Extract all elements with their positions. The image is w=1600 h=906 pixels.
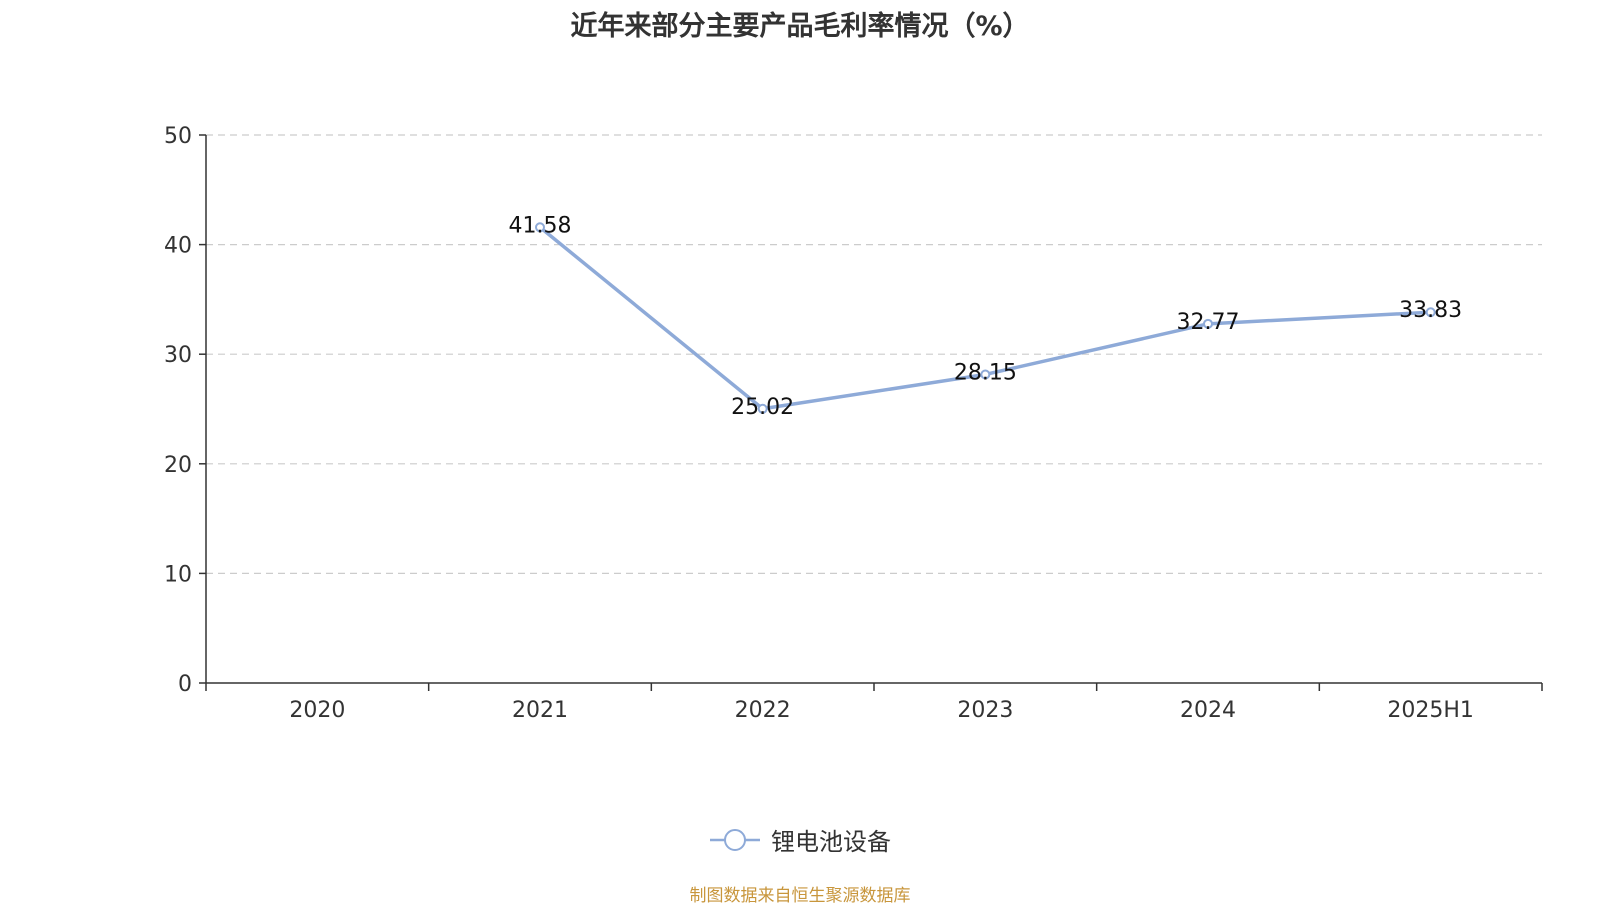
data-point[interactable] — [1425, 307, 1436, 318]
y-tick-label: 30 — [164, 343, 192, 368]
data-label: 33.83 — [1399, 298, 1462, 323]
y-tick-label: 20 — [164, 453, 192, 478]
data-point[interactable] — [535, 222, 545, 233]
x-axis-tick-labels: 2020 2021 2022 2023 2024 2025H1 — [289, 698, 1474, 723]
data-label: 32.77 — [1177, 310, 1240, 335]
data-point[interactable] — [757, 403, 768, 414]
y-tick-label: 0 — [178, 672, 192, 697]
x-tick-label: 2022 — [735, 698, 791, 723]
legend[interactable]: 锂电池设备 — [0, 822, 1600, 857]
y-tick-label: 50 — [164, 124, 192, 149]
y-axis-tick-labels: 0 10 20 30 40 50 — [164, 124, 192, 697]
data-label: 41.58 — [509, 213, 572, 238]
source-note: 制图数据来自恒生聚源数据库 — [689, 886, 911, 906]
grid-lines — [206, 134, 1542, 575]
data-point[interactable] — [1203, 318, 1213, 329]
chart-title: 近年来部分主要产品毛利率情况（%） — [570, 11, 1030, 42]
axes — [199, 134, 1543, 691]
legend-label: 锂电池设备 — [771, 828, 891, 856]
x-tick-label: 2021 — [512, 698, 568, 723]
data-label: 25.02 — [731, 395, 794, 420]
y-tick-label: 40 — [164, 234, 192, 259]
x-tick-label: 2024 — [1180, 698, 1236, 723]
data-label: 28.15 — [954, 360, 1017, 385]
x-tick-label: 2020 — [289, 698, 345, 723]
x-tick-label: 2023 — [957, 698, 1013, 723]
y-tick-label: 10 — [164, 562, 192, 587]
data-point[interactable] — [980, 369, 991, 380]
legend-line-circle-icon — [710, 828, 760, 851]
series-layer — [535, 222, 1436, 414]
x-tick-label: 2025H1 — [1387, 698, 1474, 723]
data-labels: 41.58 25.02 28.15 32.77 33.83 — [509, 213, 1463, 419]
